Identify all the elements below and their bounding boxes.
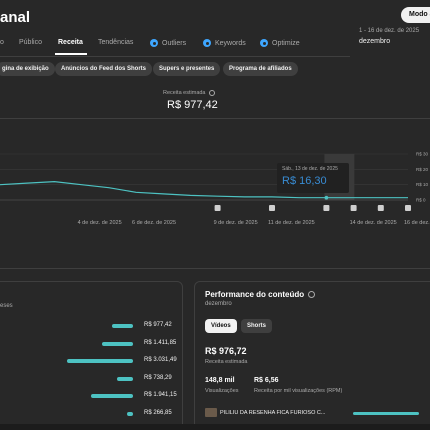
y-tick-label: R$ 20 — [416, 167, 429, 172]
x-tick-label: 11 de dez. de 2025 — [268, 220, 315, 226]
metric-label: Receita estimada — [163, 90, 215, 96]
video-title[interactable]: PILILIU DA RESENHA FICA FURIOSO C... — [220, 410, 326, 416]
revenue-bar — [90, 394, 133, 398]
revenue-bar — [117, 376, 133, 381]
tab-overview[interactable]: o — [0, 39, 4, 46]
channel-title: anal — [0, 9, 31, 26]
chart-tooltip: Sáb., 13 de dez. de 2025 R$ 16,30 — [277, 163, 349, 193]
chip-shorts-feed-ads[interactable]: Anúncios do Feed dos Shorts — [55, 62, 153, 76]
toggle-shorts[interactable]: Shorts — [241, 319, 273, 333]
video-revenue-bar — [353, 412, 419, 415]
clock-icon — [208, 90, 215, 96]
y-tick-label: R$ 0 — [416, 198, 426, 203]
performance-title: Performance do conteúdo — [205, 290, 316, 299]
revenue-bar-value: R$ 3.031,49 — [144, 357, 177, 363]
revenue-bar — [111, 324, 133, 328]
tab-outliers[interactable]: Outliers — [150, 39, 186, 47]
tab-revenue[interactable]: Receita — [58, 39, 83, 46]
video-marker-icon[interactable] — [350, 205, 357, 211]
x-tick-label: 14 de dez. de 2025 — [350, 220, 397, 226]
tab-label: Público — [19, 39, 42, 46]
video-marker-icon[interactable] — [323, 205, 330, 211]
video-marker-icon[interactable] — [214, 205, 221, 211]
revenue-bar — [127, 411, 133, 416]
revenue-bar-row: R$ 1.411,85 — [0, 340, 190, 348]
y-tick-label: R$ 30 — [416, 152, 429, 157]
outliers-icon — [150, 39, 158, 47]
tooltip-date: Sáb., 13 de dez. de 2025 — [282, 166, 338, 172]
mode-button[interactable]: Modo a — [401, 7, 430, 23]
tab-label: Receita — [58, 39, 83, 46]
tab-trends[interactable]: Tendências — [98, 39, 133, 46]
optimize-icon — [260, 39, 268, 47]
revenue-bar-row: R$ 266,85 — [0, 410, 190, 418]
analytics-tabs: o Público Receita Tendências Outliers Ke… — [0, 34, 350, 56]
tab-audience[interactable]: Público — [19, 39, 42, 46]
video-thumbnail[interactable] — [205, 408, 217, 417]
revenue-bar-row: R$ 738,29 — [0, 375, 190, 383]
performance-revenue-label: Receita estimada — [205, 359, 248, 365]
revenue-bar-row: R$ 1.941,15 — [0, 392, 190, 400]
x-tick-label: 6 de dez. de 2025 — [132, 220, 176, 226]
monthly-revenue-card — [0, 281, 183, 430]
chip-affiliate-program[interactable]: Programa de afiliados — [223, 62, 298, 76]
toggle-videos[interactable]: Vídeos — [205, 319, 237, 333]
tab-label: Keywords — [215, 39, 246, 47]
chip-supers[interactable]: Supers e presentes — [153, 62, 221, 76]
x-tick-label: 9 de dez. de 2025 — [214, 220, 258, 226]
y-tick-label: R$ 10 — [416, 182, 429, 187]
revenue-bar-value: R$ 977,42 — [144, 322, 172, 328]
revenue-bar-row: R$ 3.031,49 — [0, 357, 190, 365]
rpm-value: R$ 6,56 — [254, 377, 279, 384]
tab-label: Optimize — [272, 39, 300, 47]
horizontal-scrollbar[interactable] — [0, 424, 430, 430]
tabs-divider — [0, 56, 350, 57]
tab-keywords[interactable]: Keywords — [203, 39, 246, 47]
tab-label: Outliers — [162, 39, 187, 47]
x-tick-label: 4 de dez. de 2025 — [78, 220, 122, 226]
performance-title-text: Performance do conteúdo — [205, 290, 305, 299]
tab-label: o — [0, 39, 4, 46]
performance-revenue-value: R$ 976,72 — [205, 346, 247, 356]
keywords-icon — [203, 39, 211, 47]
revenue-bar-value: R$ 738,29 — [144, 374, 172, 381]
info-icon[interactable] — [308, 291, 316, 298]
revenue-line-chart[interactable]: R$ 30 R$ 20 R$ 10 R$ 0 4 de dez. de 2025 6 de… — [0, 148, 430, 238]
tab-label: Tendências — [98, 39, 134, 46]
revenue-series-line — [0, 180, 408, 199]
metric-divider — [0, 118, 430, 119]
metric-label-text: Receita estimada — [163, 90, 206, 96]
x-tick-label: 16 de dez. — [404, 220, 430, 226]
views-value: 148,8 mil — [205, 377, 235, 384]
rpm-label: Receita por mil visualizações (RPM) — [254, 388, 343, 394]
revenue-bar-value: R$ 1.941,15 — [144, 392, 177, 398]
top-bar: anal Modo a — [0, 0, 430, 30]
monthly-subtitle: eses — [0, 303, 13, 309]
active-tab-indicator — [55, 53, 87, 55]
date-range-label[interactable]: dezembro — [359, 38, 391, 45]
data-point — [324, 195, 329, 200]
performance-card — [194, 281, 430, 430]
video-marker-icon[interactable] — [269, 205, 275, 211]
chip-watch-page[interactable]: gina de exibição — [0, 62, 55, 76]
section-divider — [0, 268, 430, 269]
views-label: Visualizações — [205, 388, 239, 394]
date-range-text[interactable]: 1 - 16 de dez. de 2025 — [359, 28, 420, 34]
video-marker-icon[interactable] — [377, 205, 384, 211]
metric-value: R$ 977,42 — [167, 99, 218, 111]
video-marker-icon[interactable] — [405, 205, 411, 211]
revenue-bar-value: R$ 1.411,85 — [144, 339, 177, 346]
performance-subtitle: dezembro — [205, 301, 232, 307]
revenue-bar-value: R$ 266,85 — [144, 409, 172, 416]
revenue-bar — [67, 359, 133, 363]
tooltip-value: R$ 16,30 — [282, 175, 327, 187]
revenue-bar — [101, 341, 133, 346]
tab-optimize[interactable]: Optimize — [260, 39, 300, 47]
revenue-bar-row: R$ 977,42 — [0, 322, 190, 330]
